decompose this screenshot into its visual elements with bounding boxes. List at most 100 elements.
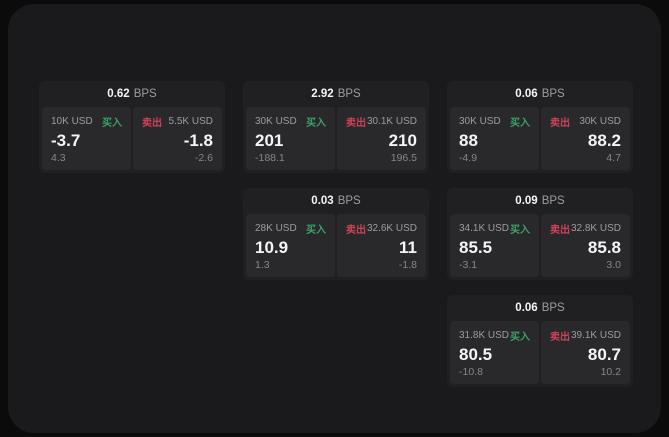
bps-unit-label: BPS — [337, 88, 361, 100]
bps-unit-label: BPS — [541, 302, 565, 314]
buy-label: 买入 — [102, 118, 122, 129]
buy-panel[interactable]: 34.1K USD 买入 85.5 -3.1 — [450, 214, 539, 277]
quote-card: 0.03 BPS 28K USD 买入 10.9 1.3 卖出 32.6K US… — [243, 188, 429, 280]
card-body: 28K USD 买入 10.9 1.3 卖出 32.6K USD 11 -1.8 — [243, 214, 429, 280]
sell-price: 88.2 — [587, 131, 621, 150]
buy-panel-header: 34.1K USD 买入 — [459, 221, 530, 236]
buy-panel-header: 30K USD 买入 — [459, 114, 530, 129]
buy-size: 34.1K USD — [459, 223, 510, 234]
quote-card: 0.06 BPS 31.8K USD 买入 80.5 -10.8 卖出 39.1… — [447, 295, 633, 387]
sell-size: 5.5K USD — [168, 116, 213, 127]
buy-delta: -10.8 — [459, 366, 483, 378]
sell-delta: 3.0 — [606, 259, 621, 271]
buy-panel[interactable]: 10K USD 买入 -3.7 4.3 — [42, 107, 131, 170]
sell-panel[interactable]: 卖出 5.5K USD -1.8 -2.6 — [133, 107, 222, 170]
buy-panel-header: 31.8K USD 买入 — [459, 328, 530, 343]
sell-panel-header: 卖出 30K USD — [550, 114, 621, 129]
buy-price: -3.7 — [51, 131, 81, 150]
sell-delta: -1.8 — [398, 259, 417, 271]
buy-panel[interactable]: 31.8K USD 买入 80.5 -10.8 — [450, 321, 539, 384]
card-body: 31.8K USD 买入 80.5 -10.8 卖出 39.1K USD 80.… — [447, 321, 633, 387]
buy-label: 买入 — [510, 118, 530, 129]
card-column: 0.06 BPS 30K USD 买入 88 -4.9 卖出 30K USD 8… — [447, 81, 633, 387]
buy-label: 买入 — [510, 225, 530, 236]
sell-price: 85.8 — [587, 238, 621, 257]
buy-panel-header: 10K USD 买入 — [51, 114, 122, 129]
sell-size: 32.8K USD — [570, 223, 621, 234]
sell-panel[interactable]: 卖出 30K USD 88.2 4.7 — [541, 107, 630, 170]
buy-price: 10.9 — [255, 238, 289, 257]
sell-panel[interactable]: 卖出 39.1K USD 80.7 10.2 — [541, 321, 630, 384]
sell-price: 80.7 — [587, 345, 621, 364]
card-body: 30K USD 买入 88 -4.9 卖出 30K USD 88.2 4.7 — [447, 107, 633, 173]
buy-size: 30K USD — [255, 116, 297, 127]
buy-size: 31.8K USD — [459, 330, 510, 341]
sell-panel-header: 卖出 32.8K USD — [550, 221, 621, 236]
sell-price: 210 — [388, 131, 417, 150]
card-header: 0.62 BPS — [39, 81, 225, 107]
sell-size: 32.6K USD — [366, 223, 417, 234]
sell-delta: 10.2 — [600, 366, 621, 378]
buy-delta: -3.1 — [459, 259, 478, 271]
card-header: 0.06 BPS — [447, 295, 633, 321]
card-header: 0.03 BPS — [243, 188, 429, 214]
bps-value: 0.06 — [515, 302, 538, 314]
app-panel: 0.62 BPS 10K USD 买入 -3.7 4.3 卖出 5.5K USD… — [8, 4, 661, 433]
card-body: 30K USD 买入 201 -188.1 卖出 30.1K USD 210 1… — [243, 107, 429, 173]
buy-price: 80.5 — [459, 345, 493, 364]
buy-panel[interactable]: 30K USD 买入 88 -4.9 — [450, 107, 539, 170]
buy-price: 85.5 — [459, 238, 493, 257]
bps-unit-label: BPS — [541, 88, 565, 100]
sell-panel-header: 卖出 39.1K USD — [550, 328, 621, 343]
buy-label: 买入 — [510, 332, 530, 343]
sell-label: 卖出 — [550, 118, 570, 129]
sell-size: 30.1K USD — [366, 116, 417, 127]
sell-panel-header: 卖出 32.6K USD — [346, 221, 417, 236]
buy-panel-header: 28K USD 买入 — [255, 221, 326, 236]
card-column: 2.92 BPS 30K USD 买入 201 -188.1 卖出 30.1K … — [243, 81, 429, 280]
sell-price: -1.8 — [183, 131, 213, 150]
bps-value: 0.03 — [311, 195, 334, 207]
quote-card: 2.92 BPS 30K USD 买入 201 -188.1 卖出 30.1K … — [243, 81, 429, 173]
buy-panel[interactable]: 28K USD 买入 10.9 1.3 — [246, 214, 335, 277]
sell-delta: 196.5 — [390, 152, 417, 164]
sell-panel-header: 卖出 30.1K USD — [346, 114, 417, 129]
sell-size: 39.1K USD — [570, 330, 621, 341]
bps-value: 2.92 — [311, 88, 334, 100]
sell-label: 卖出 — [550, 225, 570, 236]
bps-unit-label: BPS — [337, 195, 361, 207]
sell-panel[interactable]: 卖出 32.8K USD 85.8 3.0 — [541, 214, 630, 277]
bps-value: 0.06 — [515, 88, 538, 100]
card-body: 10K USD 买入 -3.7 4.3 卖出 5.5K USD -1.8 -2.… — [39, 107, 225, 173]
sell-label: 卖出 — [550, 332, 570, 343]
buy-label: 买入 — [306, 118, 326, 129]
quote-cards-grid: 0.62 BPS 10K USD 买入 -3.7 4.3 卖出 5.5K USD… — [39, 81, 633, 387]
buy-panel-header: 30K USD 买入 — [255, 114, 326, 129]
card-header: 0.06 BPS — [447, 81, 633, 107]
buy-label: 买入 — [306, 225, 326, 236]
sell-size: 30K USD — [579, 116, 621, 127]
buy-price: 88 — [459, 131, 478, 150]
bps-value: 0.62 — [107, 88, 130, 100]
sell-panel[interactable]: 卖出 32.6K USD 11 -1.8 — [337, 214, 426, 277]
buy-size: 30K USD — [459, 116, 501, 127]
sell-label: 卖出 — [346, 225, 366, 236]
quote-card: 0.06 BPS 30K USD 买入 88 -4.9 卖出 30K USD 8… — [447, 81, 633, 173]
buy-price: 201 — [255, 131, 284, 150]
bps-unit-label: BPS — [541, 195, 565, 207]
buy-size: 10K USD — [51, 116, 93, 127]
buy-delta: -4.9 — [459, 152, 478, 164]
sell-panel-header: 卖出 5.5K USD — [142, 114, 213, 129]
bps-unit-label: BPS — [133, 88, 157, 100]
buy-panel[interactable]: 30K USD 买入 201 -188.1 — [246, 107, 335, 170]
card-header: 2.92 BPS — [243, 81, 429, 107]
card-column: 0.62 BPS 10K USD 买入 -3.7 4.3 卖出 5.5K USD… — [39, 81, 225, 173]
sell-panel[interactable]: 卖出 30.1K USD 210 196.5 — [337, 107, 426, 170]
sell-delta: -2.6 — [194, 152, 213, 164]
sell-price: 11 — [399, 238, 417, 257]
buy-delta: -188.1 — [255, 152, 285, 164]
bps-value: 0.09 — [515, 195, 538, 207]
card-header: 0.09 BPS — [447, 188, 633, 214]
sell-label: 卖出 — [346, 118, 366, 129]
quote-card: 0.62 BPS 10K USD 买入 -3.7 4.3 卖出 5.5K USD… — [39, 81, 225, 173]
